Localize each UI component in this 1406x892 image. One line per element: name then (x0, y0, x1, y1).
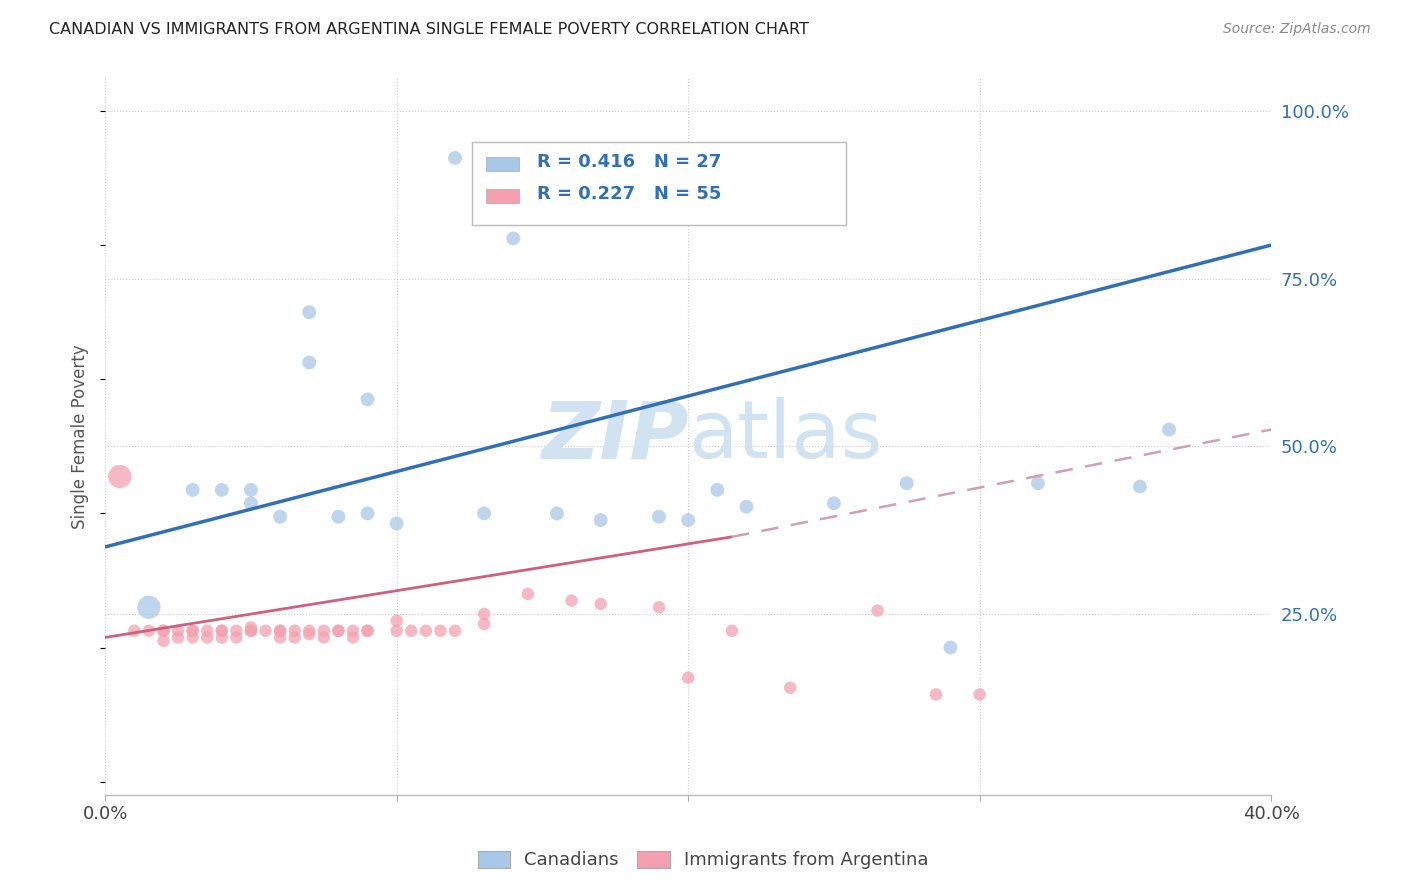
Point (1129, 479, 1152, 493)
Point (502, 231, 524, 245)
Point (328, 624, 350, 638)
Point (167, 624, 190, 638)
Point (181, 624, 204, 638)
Point (211, 483, 233, 497)
Point (211, 624, 233, 638)
Text: CANADIAN VS IMMIGRANTS FROM ARGENTINA SINGLE FEMALE POVERTY CORRELATION CHART: CANADIAN VS IMMIGRANTS FROM ARGENTINA SI… (49, 22, 808, 37)
Point (211, 631, 233, 645)
Point (269, 631, 291, 645)
Point (254, 624, 277, 638)
Point (108, 469, 131, 483)
Point (706, 483, 728, 497)
Point (925, 688, 948, 702)
Point (648, 600, 671, 615)
FancyBboxPatch shape (486, 189, 519, 203)
FancyBboxPatch shape (486, 157, 519, 170)
Point (561, 593, 583, 607)
Point (225, 624, 247, 638)
Point (312, 631, 335, 645)
Point (284, 624, 307, 638)
Point (239, 624, 262, 638)
Point (328, 624, 350, 638)
Point (401, 624, 423, 638)
Point (472, 507, 495, 521)
Point (239, 483, 262, 497)
Point (298, 627, 321, 641)
Text: R = 0.416   N = 27: R = 0.416 N = 27 (537, 153, 721, 171)
Point (356, 624, 378, 638)
Point (676, 671, 699, 685)
Point (181, 624, 204, 638)
Point (211, 624, 233, 638)
Point (284, 631, 307, 645)
Point (181, 631, 204, 645)
Y-axis label: Single Female Poverty: Single Female Poverty (72, 344, 89, 529)
Point (298, 305, 321, 319)
Point (124, 624, 146, 638)
Point (896, 476, 918, 491)
Point (779, 681, 801, 695)
Point (269, 509, 291, 524)
Point (676, 513, 699, 527)
Point (342, 624, 364, 638)
Point (472, 607, 495, 621)
Point (444, 151, 467, 165)
Point (385, 516, 408, 531)
Point (356, 507, 378, 521)
Point (1026, 476, 1049, 491)
Point (589, 597, 612, 611)
Point (298, 355, 321, 369)
Point (152, 624, 174, 638)
Point (328, 509, 350, 524)
Point (195, 624, 218, 638)
FancyBboxPatch shape (472, 142, 845, 225)
Point (415, 624, 437, 638)
Point (181, 483, 204, 497)
Point (385, 614, 408, 628)
Point (269, 624, 291, 638)
Point (152, 633, 174, 648)
Point (138, 624, 160, 638)
Point (342, 631, 364, 645)
Point (735, 500, 758, 514)
Point (516, 587, 538, 601)
Point (298, 624, 321, 638)
Point (385, 624, 408, 638)
Text: R = 0.227   N = 55: R = 0.227 N = 55 (537, 185, 721, 202)
Point (429, 624, 451, 638)
Point (444, 624, 467, 638)
Point (225, 631, 247, 645)
Point (195, 631, 218, 645)
Point (356, 392, 378, 407)
Text: Source: ZipAtlas.com: Source: ZipAtlas.com (1223, 22, 1371, 37)
Point (648, 509, 671, 524)
Point (152, 624, 174, 638)
Point (138, 600, 160, 615)
Point (167, 631, 190, 645)
Point (472, 617, 495, 632)
Point (239, 496, 262, 510)
Point (866, 604, 889, 618)
Point (356, 624, 378, 638)
Point (239, 620, 262, 634)
Point (312, 624, 335, 638)
Point (969, 688, 991, 702)
Point (269, 624, 291, 638)
Point (1157, 423, 1180, 437)
Point (721, 624, 744, 638)
Point (823, 496, 845, 510)
Legend: Canadians, Immigrants from Argentina: Canadians, Immigrants from Argentina (468, 842, 938, 879)
Text: ZIP: ZIP (541, 397, 688, 475)
Point (589, 513, 612, 527)
Point (239, 624, 262, 638)
Point (546, 507, 568, 521)
Point (939, 640, 962, 655)
Text: atlas: atlas (688, 397, 883, 475)
